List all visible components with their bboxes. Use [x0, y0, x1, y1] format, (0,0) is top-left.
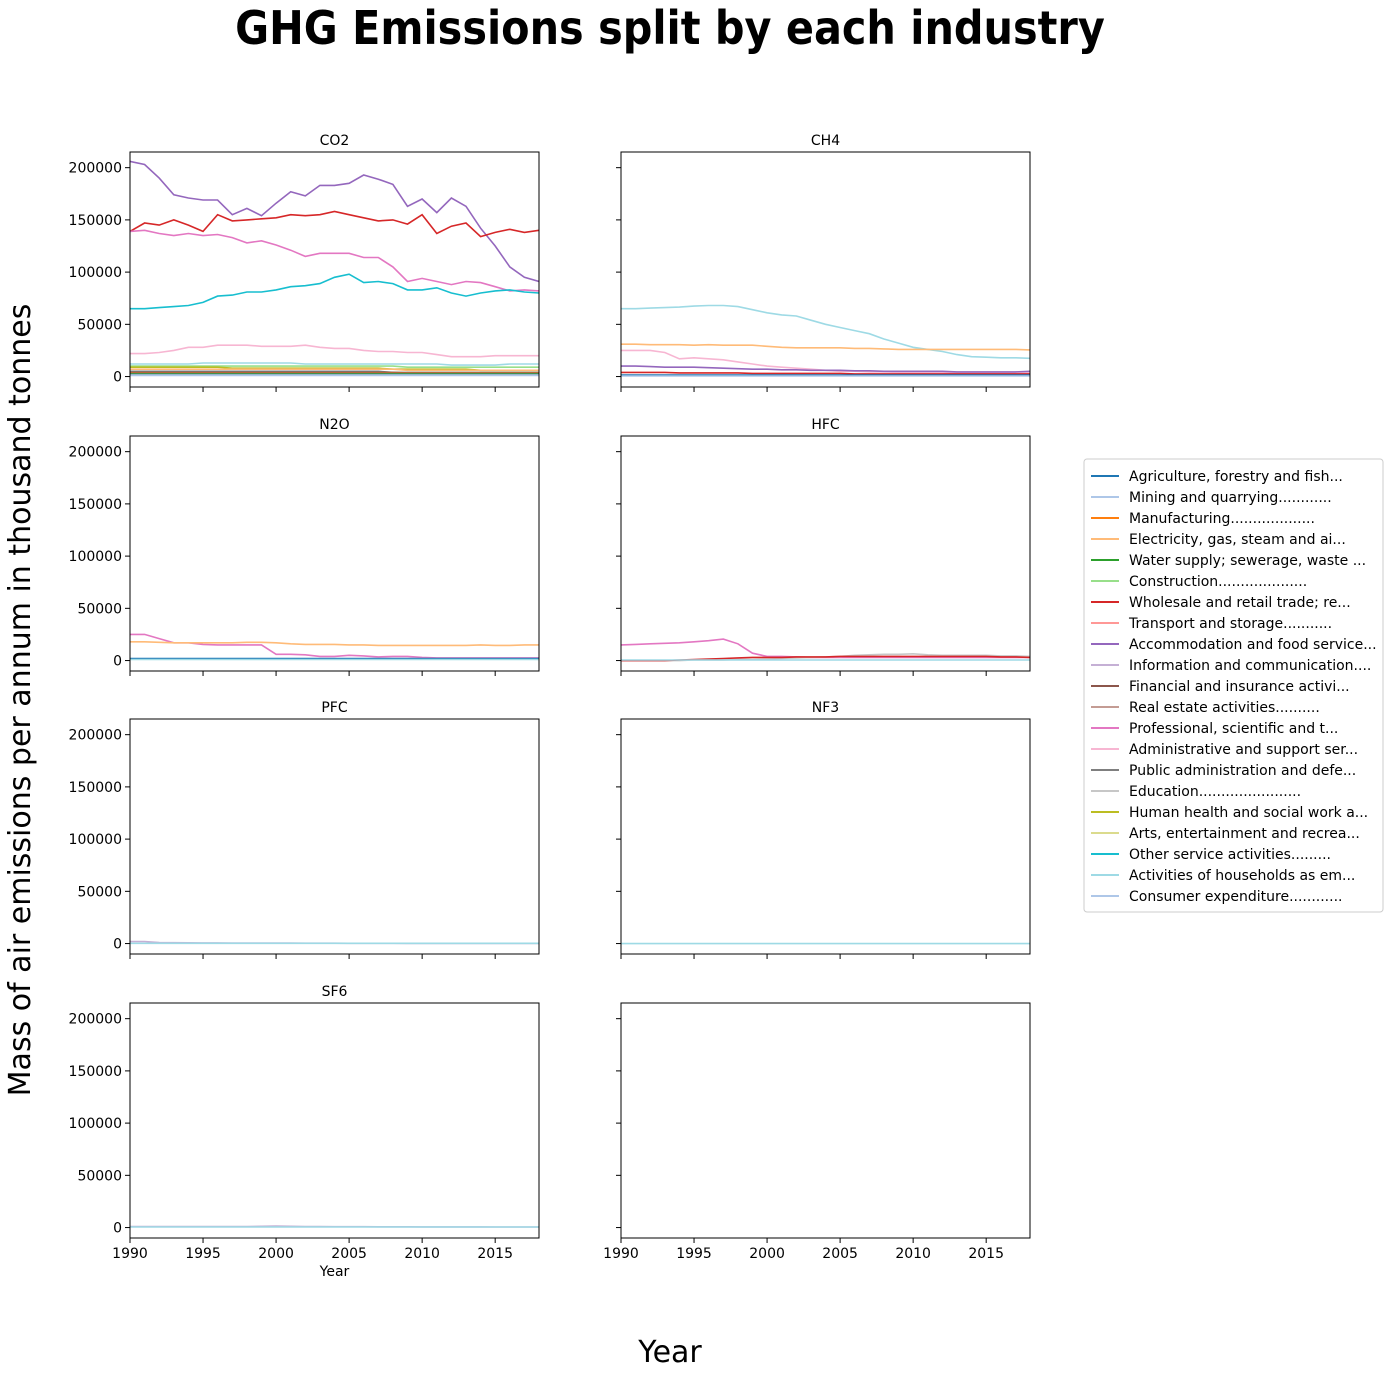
axes-frame — [129, 151, 540, 388]
subplot-title: N2O — [319, 417, 349, 433]
subplot-empty: 1990 1995 2000 2005 2010 2015 — [603, 1002, 1031, 1262]
y-tick-label: 150000 — [69, 213, 122, 229]
y-tick-label: 50000 — [77, 884, 122, 900]
axes-frame — [129, 718, 540, 955]
series-line-co2-4 — [130, 344, 539, 358]
series-line-co2-5 — [130, 362, 539, 366]
subplot-co2: CO2 0 50000 100000 150000 200000 — [69, 133, 540, 392]
y-tick-label: 0 — [113, 654, 122, 670]
x-tick-label: 2005 — [331, 1246, 367, 1262]
legend-entry: Accommodation and food service... — [1129, 637, 1377, 653]
legend: Agriculture, forestry and fish... Mining … — [1083, 458, 1384, 913]
legend-entry: Mining and quarrying............ — [1129, 490, 1332, 506]
legend-entry: Consumer expenditure............ — [1129, 889, 1342, 905]
x-tick-label: 1995 — [185, 1246, 221, 1262]
y-tick-label: 150000 — [69, 497, 122, 513]
x-tick-label: 2015 — [477, 1246, 513, 1262]
x-tick-label: 2015 — [968, 1246, 1004, 1262]
legend-entry: Arts, entertainment and recrea... — [1129, 826, 1360, 842]
subplot-grid: CO2050000100000150000200000CH4N2O0500001… — [69, 133, 1031, 1280]
series-line-co2-3 — [130, 273, 539, 310]
y-tick-label: 200000 — [69, 1012, 122, 1028]
figure-ylabel: Mass of air emissions per annum in thous… — [3, 304, 38, 1097]
legend-entry: Administrative and support ser... — [1129, 742, 1358, 758]
series-line-ch4-1 — [621, 343, 1030, 351]
series-line-n2o-1 — [130, 640, 539, 647]
y-tick-label: 100000 — [69, 1116, 122, 1132]
x-tick-label: 2005 — [822, 1246, 858, 1262]
axes-frame — [620, 718, 1031, 955]
axes-frame — [129, 435, 540, 672]
legend-entry: Education....................... — [1129, 784, 1301, 800]
subplot-ch4: CH4 — [616, 133, 1031, 392]
legend-entry: Manufacturing................... — [1129, 511, 1315, 527]
legend-entry: Electricity, gas, steam and ai... — [1129, 532, 1346, 548]
legend-entry: Real estate activities.......... — [1129, 700, 1320, 716]
axes-frame — [620, 151, 1031, 388]
subplot-hfc: HFC — [616, 417, 1031, 676]
subplot-title: HFC — [811, 417, 840, 433]
y-tick-label: 200000 — [69, 161, 122, 177]
legend-entry: Construction.................... — [1129, 574, 1307, 590]
subplot-title: SF6 — [322, 984, 348, 1000]
series-line-ch4-4 — [621, 371, 1030, 375]
x-tick-label: 2010 — [404, 1246, 440, 1262]
x-tick-label: 2000 — [749, 1246, 785, 1262]
legend-entry: Water supply; sewerage, waste ... — [1129, 553, 1366, 569]
axes-frame — [129, 1002, 540, 1239]
x-tick-label: 2000 — [258, 1246, 294, 1262]
series-line-n2o-0 — [130, 633, 539, 659]
series-line-co2-6 — [130, 365, 539, 369]
y-tick-label: 100000 — [69, 265, 122, 281]
legend-entry: Wholesale and retail trade; re... — [1129, 595, 1351, 611]
legend-entry: Transport and storage........... — [1128, 616, 1332, 632]
subplot-sf6: SF6 0 50000 100000 150000 200000 1990 1995 2000 2… — [69, 984, 540, 1280]
legend-entry: Public administration and defe... — [1129, 763, 1356, 779]
y-tick-label: 0 — [113, 937, 122, 953]
legend-frame — [1083, 458, 1384, 913]
axes-frame — [620, 1002, 1031, 1239]
y-tick-label: 50000 — [77, 601, 122, 617]
axes-frame — [620, 435, 1031, 672]
legend-entry: Other service activities......... — [1129, 847, 1331, 863]
legend-entry: Professional, scientific and t... — [1129, 721, 1338, 737]
y-tick-label: 100000 — [69, 832, 122, 848]
subplot-title: CH4 — [811, 133, 840, 149]
legend-entry: Activities of households as em... — [1129, 868, 1355, 884]
subplot-title: CO2 — [320, 133, 350, 149]
x-tick-label: 1990 — [603, 1246, 639, 1262]
y-tick-label: 150000 — [69, 1064, 122, 1080]
subplot-xlabel: Year — [319, 1264, 350, 1280]
series-line-ch4-3 — [621, 365, 1030, 373]
legend-entry: Agriculture, forestry and fish... — [1129, 469, 1343, 485]
x-tick-label: 1995 — [676, 1246, 712, 1262]
legend-entry: Human health and social work a... — [1129, 805, 1368, 821]
x-tick-label: 1990 — [112, 1246, 148, 1262]
subplot-title: NF3 — [812, 700, 839, 716]
series-line-ch4-0 — [621, 304, 1030, 360]
y-tick-label: 100000 — [69, 549, 122, 565]
y-tick-label: 50000 — [77, 1168, 122, 1184]
y-tick-label: 0 — [113, 1221, 122, 1237]
y-tick-label: 50000 — [77, 317, 122, 333]
subplot-title: PFC — [321, 700, 347, 716]
subplot-pfc: PFC 0 50000 100000 150000 200000 — [69, 700, 540, 959]
y-tick-label: 200000 — [69, 445, 122, 461]
series-line-co2-1 — [130, 210, 539, 238]
subplot-nf3: NF3 — [616, 700, 1031, 959]
y-tick-label: 150000 — [69, 780, 122, 796]
figure-title: GHG Emissions split by each industry — [235, 1, 1105, 55]
series-line-co2-0 — [130, 160, 539, 283]
legend-entry: Financial and insurance activi... — [1129, 679, 1350, 695]
subplot-n2o: N2O 0 50000 100000 150000 200000 — [69, 417, 540, 676]
series-line-co2-8 — [130, 368, 539, 372]
series-line-co2-2 — [130, 229, 539, 292]
y-tick-label: 200000 — [69, 728, 122, 744]
y-tick-label: 0 — [113, 370, 122, 386]
figure-xlabel: Year — [637, 1335, 702, 1370]
x-tick-label: 2010 — [895, 1246, 931, 1262]
legend-entry: Information and communication.... — [1129, 658, 1371, 674]
